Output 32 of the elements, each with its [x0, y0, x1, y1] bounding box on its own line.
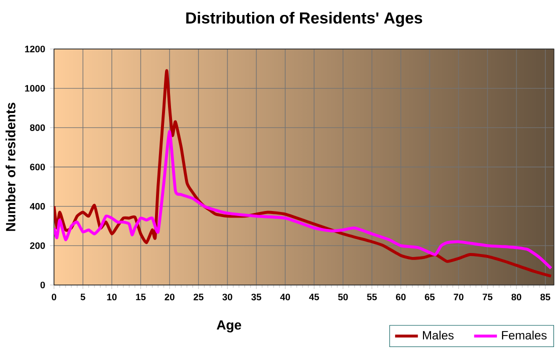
y-tick-label: 1200	[25, 46, 45, 52]
x-tick-label: 75	[482, 294, 492, 300]
line-series	[54, 69, 553, 278]
x-tick-label: 70	[454, 294, 464, 300]
x-tick-label: 0	[52, 294, 56, 300]
x-tick-label: 5	[80, 294, 86, 300]
x-tick-label: 80	[512, 294, 522, 300]
x-tick-label: 85	[540, 294, 550, 300]
x-tick-label: 55	[367, 294, 377, 300]
legend-label: Males	[422, 330, 454, 340]
x-tick-label: 50	[338, 294, 348, 300]
x-tick-label: 45	[309, 294, 320, 300]
legend-label: Females	[502, 330, 547, 340]
x-tick-label: 10	[107, 294, 117, 300]
y-tick-label: 200	[30, 242, 45, 249]
x-tick-label: 40	[280, 294, 290, 300]
y-tick-label: 600	[30, 164, 45, 170]
x-tick-label: 30	[222, 294, 232, 300]
x-tick-label: 65	[424, 294, 435, 300]
y-tick-label: 800	[30, 124, 45, 131]
x-axis-title: Age	[216, 320, 242, 332]
line-series	[54, 130, 553, 270]
x-tick-label: 15	[136, 294, 146, 300]
y-axis-title: Number of residents	[6, 102, 16, 231]
x-tick-label: 35	[251, 294, 262, 300]
y-tick-label: 1000	[25, 85, 45, 92]
y-tick-label: 400	[30, 203, 45, 210]
x-tick-label: 25	[194, 294, 204, 300]
x-tick-label: 20	[164, 294, 174, 300]
x-tick-label: 60	[396, 294, 406, 300]
chart-title: Distribution of Residents' Ages	[186, 12, 422, 27]
y-tick-label: 0	[40, 282, 45, 288]
